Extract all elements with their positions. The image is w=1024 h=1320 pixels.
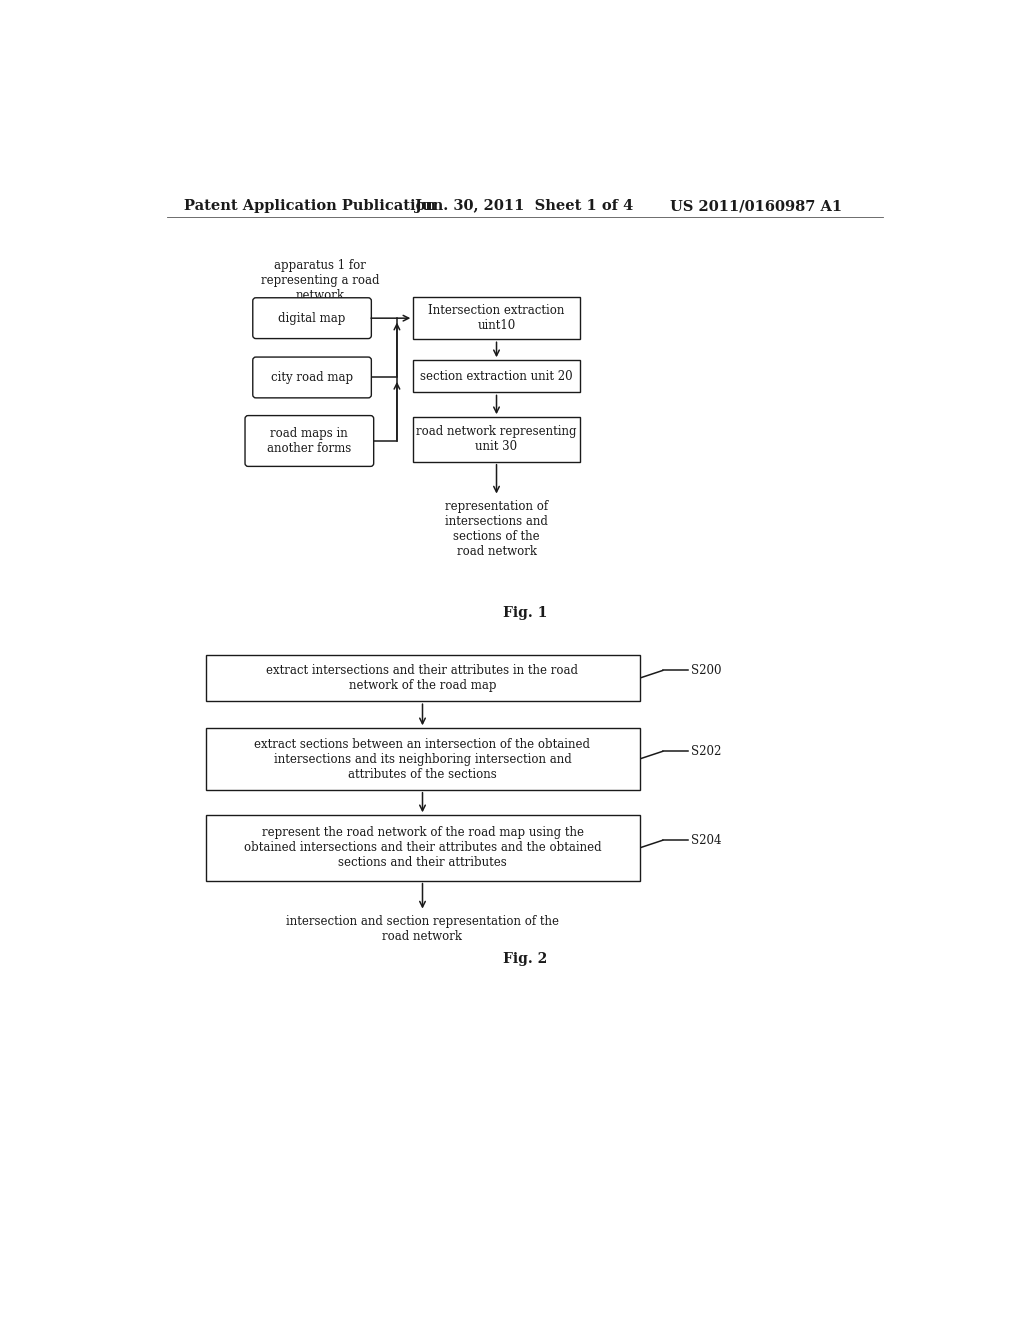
Text: represent the road network of the road map using the
obtained intersections and : represent the road network of the road m… xyxy=(244,826,601,870)
Text: extract sections between an intersection of the obtained
intersections and its n: extract sections between an intersection… xyxy=(255,738,591,780)
Text: road network representing
unit 30: road network representing unit 30 xyxy=(417,425,577,454)
Text: US 2011/0160987 A1: US 2011/0160987 A1 xyxy=(671,199,843,213)
Text: Fig. 2: Fig. 2 xyxy=(503,952,547,966)
Bar xyxy=(206,655,640,701)
Text: digital map: digital map xyxy=(279,312,346,325)
Text: S200: S200 xyxy=(691,664,722,677)
Bar xyxy=(206,816,640,880)
Text: Patent Application Publication: Patent Application Publication xyxy=(183,199,436,213)
Text: extract intersections and their attributes in the road
network of the road map: extract intersections and their attribut… xyxy=(266,664,579,692)
FancyBboxPatch shape xyxy=(253,358,372,397)
Text: apparatus 1 for
representing a road
network: apparatus 1 for representing a road netw… xyxy=(261,259,380,301)
Text: S202: S202 xyxy=(691,744,722,758)
Text: S204: S204 xyxy=(691,834,722,846)
Text: Intersection extraction
uint10: Intersection extraction uint10 xyxy=(428,304,564,333)
Text: road maps in
another forms: road maps in another forms xyxy=(267,426,351,455)
Text: representation of
intersections and
sections of the
road network: representation of intersections and sect… xyxy=(445,500,548,558)
Text: intersection and section representation of the
road network: intersection and section representation … xyxy=(286,915,559,944)
Text: section extraction unit 20: section extraction unit 20 xyxy=(420,370,572,383)
Bar xyxy=(206,729,640,789)
Text: city road map: city road map xyxy=(271,371,353,384)
Text: Fig. 1: Fig. 1 xyxy=(503,606,547,619)
Text: Jun. 30, 2011  Sheet 1 of 4: Jun. 30, 2011 Sheet 1 of 4 xyxy=(415,199,633,213)
Bar xyxy=(414,417,580,462)
FancyBboxPatch shape xyxy=(253,298,372,339)
Bar xyxy=(414,360,580,392)
FancyBboxPatch shape xyxy=(245,416,374,466)
Bar xyxy=(414,297,580,339)
